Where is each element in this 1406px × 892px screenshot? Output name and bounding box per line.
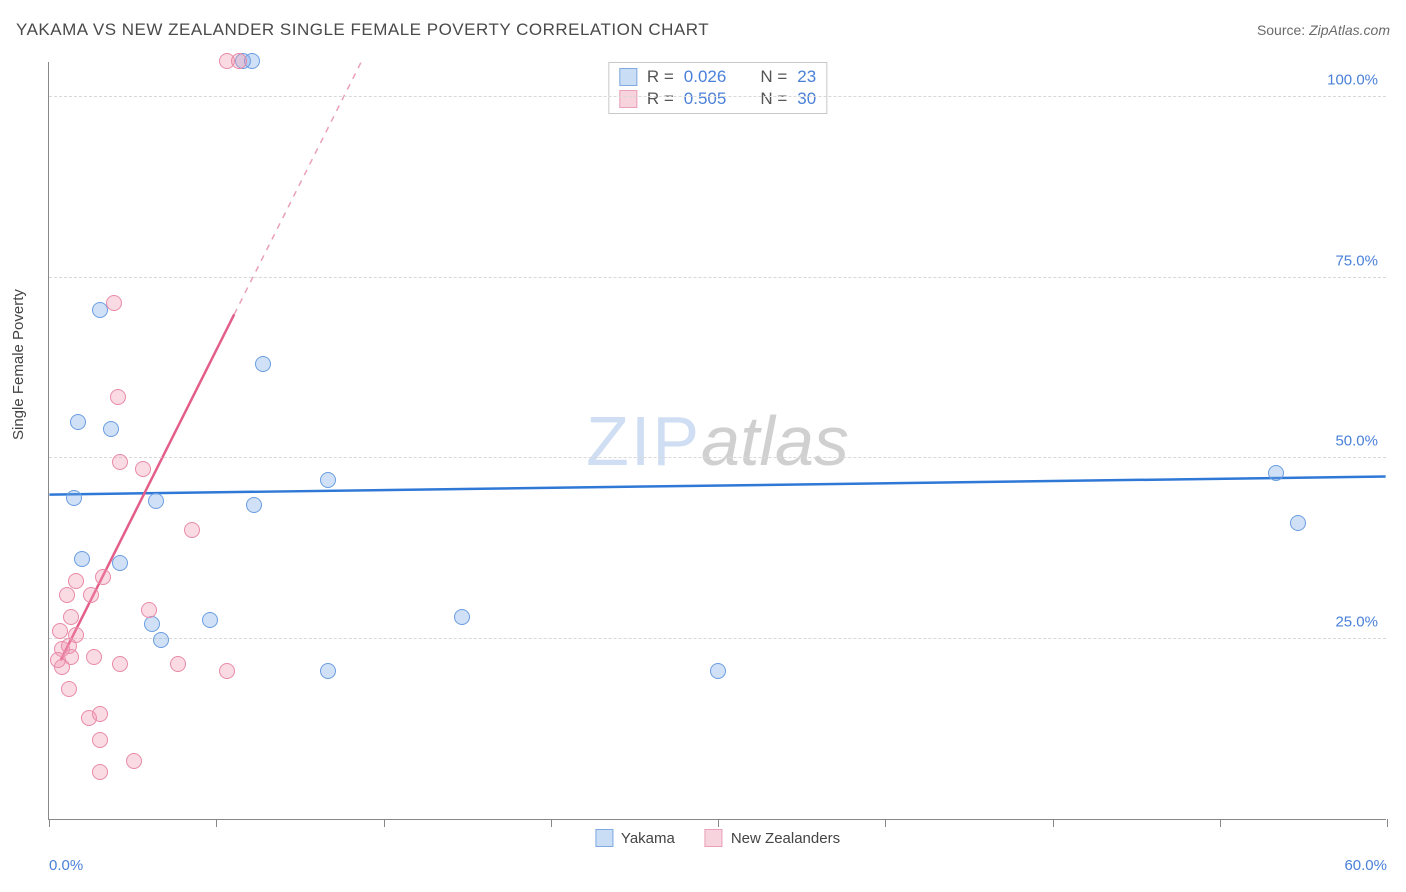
data-point <box>54 659 70 675</box>
gridline-h <box>49 638 1386 639</box>
data-point <box>231 53 247 69</box>
source-value: ZipAtlas.com <box>1309 22 1390 38</box>
n-value-yakama: 23 <box>797 67 816 87</box>
legend-label-yakama: Yakama <box>621 830 675 847</box>
data-point <box>112 555 128 571</box>
r-value-nz: 0.505 <box>684 89 727 109</box>
r-value-yakama: 0.026 <box>684 67 727 87</box>
data-point <box>148 493 164 509</box>
data-point <box>92 732 108 748</box>
stats-row-yakama: R = 0.026 N = 23 <box>619 66 816 88</box>
data-point <box>320 472 336 488</box>
n-label: N = <box>760 67 787 87</box>
x-tick-label: 60.0% <box>1344 857 1387 874</box>
data-point <box>106 295 122 311</box>
data-point <box>86 649 102 665</box>
x-tick <box>718 819 719 827</box>
trend-lines-svg <box>49 62 1386 819</box>
data-point <box>710 663 726 679</box>
data-point <box>112 454 128 470</box>
data-point <box>68 573 84 589</box>
data-point <box>1268 465 1284 481</box>
r-label: R = <box>647 89 674 109</box>
y-axis-label: Single Female Poverty <box>10 289 27 440</box>
data-point <box>92 764 108 780</box>
watermark-atlas: atlas <box>701 402 849 480</box>
data-point <box>1290 515 1306 531</box>
x-tick <box>1053 819 1054 827</box>
data-point <box>219 663 235 679</box>
legend-label-nz: New Zealanders <box>731 830 840 847</box>
data-point <box>74 551 90 567</box>
data-point <box>135 461 151 477</box>
data-point <box>83 587 99 603</box>
n-label: N = <box>760 89 787 109</box>
x-tick <box>885 819 886 827</box>
data-point <box>320 663 336 679</box>
data-point <box>59 587 75 603</box>
r-label: R = <box>647 67 674 87</box>
y-tick-label: 75.0% <box>1335 252 1378 269</box>
data-point <box>95 569 111 585</box>
data-point <box>144 616 160 632</box>
swatch-nz-icon <box>619 90 637 108</box>
x-tick-label: 0.0% <box>49 857 83 874</box>
data-point <box>153 632 169 648</box>
data-point <box>92 706 108 722</box>
stats-row-nz: R = 0.505 N = 30 <box>619 88 816 110</box>
gridline-h <box>49 96 1386 97</box>
x-tick <box>216 819 217 827</box>
x-tick <box>49 819 50 827</box>
data-point <box>110 389 126 405</box>
data-point <box>170 656 186 672</box>
source-attribution: Source: ZipAtlas.com <box>1257 22 1390 38</box>
legend-item-nz: New Zealanders <box>705 829 840 847</box>
y-tick-label: 25.0% <box>1335 613 1378 630</box>
watermark-zip: ZIP <box>586 402 701 480</box>
scatter-plot-area: ZIPatlas R = 0.026 N = 23 R = 0.505 N = … <box>48 62 1386 820</box>
data-point <box>255 356 271 372</box>
n-value-nz: 30 <box>797 89 816 109</box>
swatch-yakama-icon <box>619 68 637 86</box>
legend-swatch-nz-icon <box>705 829 723 847</box>
gridline-h <box>49 277 1386 278</box>
y-tick-label: 50.0% <box>1335 433 1378 450</box>
correlation-stats-legend: R = 0.026 N = 23 R = 0.505 N = 30 <box>608 62 827 114</box>
chart-title: YAKAMA VS NEW ZEALANDER SINGLE FEMALE PO… <box>16 20 709 40</box>
watermark-logo: ZIPatlas <box>586 401 849 481</box>
gridline-h <box>49 457 1386 458</box>
data-point <box>63 609 79 625</box>
x-tick <box>384 819 385 827</box>
data-point <box>246 497 262 513</box>
y-tick-label: 100.0% <box>1327 72 1378 89</box>
data-point <box>184 522 200 538</box>
legend-item-yakama: Yakama <box>595 829 675 847</box>
data-point <box>66 490 82 506</box>
data-point <box>61 681 77 697</box>
data-point <box>126 753 142 769</box>
data-point <box>52 623 68 639</box>
x-tick <box>551 819 552 827</box>
data-point <box>103 421 119 437</box>
x-tick <box>1387 819 1388 827</box>
x-tick <box>1220 819 1221 827</box>
series-legend: Yakama New Zealanders <box>595 829 840 847</box>
data-point <box>112 656 128 672</box>
data-point <box>70 414 86 430</box>
source-label: Source: <box>1257 22 1309 38</box>
legend-swatch-yakama-icon <box>595 829 613 847</box>
data-point <box>141 602 157 618</box>
data-point <box>202 612 218 628</box>
data-point <box>454 609 470 625</box>
